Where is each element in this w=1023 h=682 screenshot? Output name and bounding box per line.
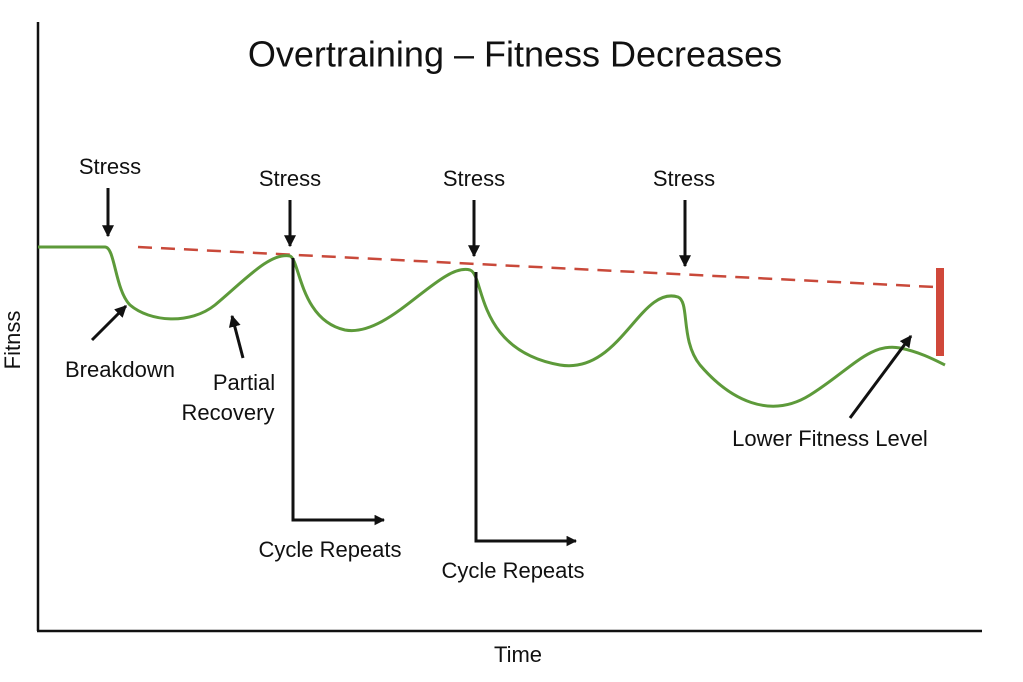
recovery-label: Recovery [182,400,275,425]
recovery-arrow [228,314,245,359]
y-axis-label: Fitnss [0,311,25,370]
cycle-label: Cycle Repeats [441,558,584,583]
stress-label: Stress [443,166,505,191]
stress-label: Stress [79,154,141,179]
title: Overtraining – Fitness Decreases [248,34,782,75]
cycle-arrow [291,258,386,526]
breakdown-label: Breakdown [65,357,175,382]
stress-label: Stress [259,166,321,191]
cycle-arrow [474,272,578,547]
stress-label: Stress [653,166,715,191]
cycle-label: Cycle Repeats [258,537,401,562]
trend-line [137,245,936,289]
breakdown-arrow [90,304,128,342]
lower-level-arrow [848,335,913,419]
fitness-curve [38,245,946,408]
level-bar [936,268,944,356]
x-axis-label: Time [494,642,542,667]
lower-level-label: Lower Fitness Level [732,426,928,451]
recovery-label: Partial [213,370,275,395]
